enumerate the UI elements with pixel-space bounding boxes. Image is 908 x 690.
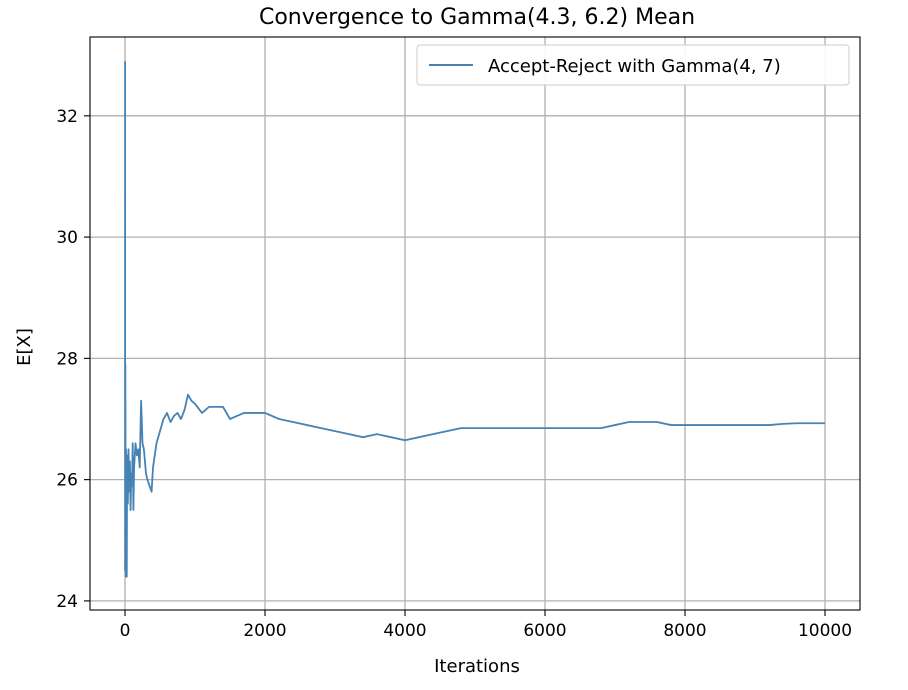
y-tick-label: 24 <box>56 592 78 612</box>
y-tick-label: 26 <box>56 471 78 491</box>
y-axis-label: E[X] <box>14 328 35 366</box>
y-tick-label: 28 <box>56 349 78 369</box>
series-layer <box>124 61 825 578</box>
x-tick-label: 4000 <box>383 621 426 641</box>
x-tick-label: 0 <box>120 621 131 641</box>
x-tick-label: 8000 <box>663 621 706 641</box>
legend-box <box>416 44 850 86</box>
plot-frame <box>89 36 861 611</box>
grid-lines <box>90 37 860 610</box>
x-axis-label: Iterations <box>434 656 520 677</box>
y-tick-label: 32 <box>56 107 78 127</box>
x-tick-label: 2000 <box>243 621 286 641</box>
tick-layer: 0 2000 4000 6000 8000 10000 24 26 28 30 32 <box>56 107 852 641</box>
chart-title: Convergence to Gamma(4.3, 6.2) Mean <box>259 5 695 30</box>
legend-label: Accept-Reject with Gamma(4, 7) <box>488 56 781 77</box>
legend: Accept-Reject with Gamma(4, 7) <box>416 44 850 86</box>
x-tick-label: 6000 <box>523 621 566 641</box>
series-line-0 <box>124 61 825 578</box>
x-tick-label: 10000 <box>798 621 852 641</box>
y-tick-label: 30 <box>56 228 78 248</box>
